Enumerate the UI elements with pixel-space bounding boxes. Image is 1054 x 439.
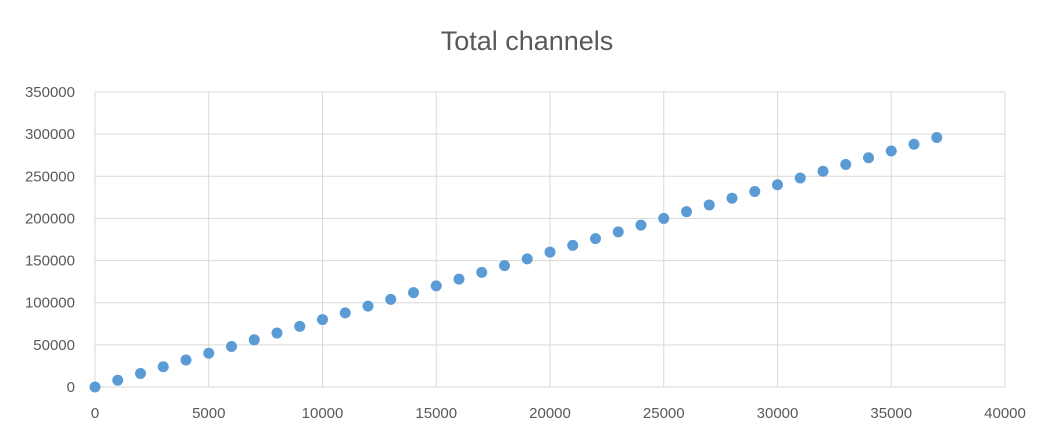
- data-point: [681, 206, 692, 218]
- data-point: [703, 199, 715, 211]
- data-point: [863, 152, 874, 164]
- data-point: [635, 219, 647, 231]
- x-tick-label: 25000: [643, 405, 685, 422]
- x-tick-label: 40000: [984, 405, 1026, 422]
- data-point: [521, 253, 533, 265]
- data-point: [294, 320, 306, 332]
- data-point: [544, 246, 556, 258]
- y-tick-label: 300000: [25, 126, 75, 143]
- data-point: [89, 381, 101, 393]
- x-tick-label: 5000: [192, 405, 225, 422]
- data-point: [317, 314, 328, 326]
- y-tick-label: 0: [67, 379, 75, 396]
- y-tick-label: 100000: [25, 295, 75, 312]
- data-point: [362, 300, 374, 312]
- data-point: [590, 233, 601, 245]
- data-point: [385, 293, 397, 305]
- data-point: [567, 239, 579, 251]
- data-point: [430, 280, 442, 292]
- data-point: [885, 145, 897, 157]
- data-point: [339, 307, 351, 319]
- data-point: [612, 226, 624, 238]
- data-point: [931, 132, 943, 144]
- x-tick-label: 35000: [870, 405, 912, 422]
- data-point: [658, 212, 670, 224]
- data-point: [726, 192, 738, 204]
- y-tick-label: 250000: [25, 168, 75, 185]
- y-tick-label: 50000: [33, 337, 75, 354]
- data-point: [180, 354, 192, 366]
- data-point: [203, 347, 215, 359]
- data-point: [453, 273, 465, 285]
- x-tick-label: 30000: [757, 405, 799, 422]
- data-point: [271, 327, 283, 339]
- data-point: [749, 185, 761, 197]
- y-tick-label: 150000: [25, 253, 75, 270]
- data-point: [476, 266, 488, 278]
- x-tick-label: 10000: [302, 405, 344, 422]
- y-tick-label: 350000: [25, 84, 75, 101]
- x-tick-label: 0: [91, 405, 99, 422]
- x-tick-label: 15000: [415, 405, 457, 422]
- data-point: [817, 165, 829, 177]
- data-point: [772, 179, 783, 191]
- data-point: [248, 334, 260, 346]
- data-point: [794, 172, 806, 184]
- data-point: [499, 260, 510, 272]
- x-tick-label: 20000: [529, 405, 571, 422]
- chart-title: Total channels: [440, 26, 614, 56]
- data-point: [112, 374, 124, 386]
- data-point: [908, 138, 920, 150]
- data-point: [226, 341, 237, 353]
- data-point: [157, 361, 169, 373]
- y-tick-label: 200000: [25, 210, 75, 227]
- data-point: [135, 368, 146, 380]
- data-point: [408, 287, 419, 299]
- data-point: [840, 158, 852, 170]
